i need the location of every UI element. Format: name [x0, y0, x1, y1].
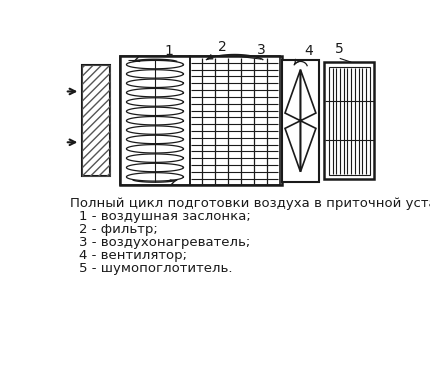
Text: 3: 3: [257, 43, 266, 57]
Text: 5: 5: [335, 42, 344, 56]
Bar: [120, 56, 190, 185]
Text: 4: 4: [304, 44, 313, 58]
Bar: [324, 62, 375, 179]
Text: 2 - фильтр;: 2 - фильтр;: [80, 223, 158, 236]
Text: Полный цикл подготовки воздуха в приточной установке:: Полный цикл подготовки воздуха в приточн…: [70, 197, 430, 210]
Text: 5 - шумопоглотитель.: 5 - шумопоглотитель.: [80, 262, 233, 275]
Bar: [190, 56, 280, 185]
Text: 1: 1: [164, 44, 173, 58]
Text: 4 - вентилятор;: 4 - вентилятор;: [80, 249, 187, 262]
Text: 3 - воздухонагреватель;: 3 - воздухонагреватель;: [80, 236, 251, 249]
Bar: [120, 56, 282, 185]
Bar: [82, 65, 110, 176]
Text: 1 - воздушная заслонка;: 1 - воздушная заслонка;: [80, 210, 251, 223]
Bar: [329, 67, 370, 175]
Text: 2: 2: [218, 40, 227, 54]
Bar: [82, 65, 110, 176]
Bar: [282, 60, 319, 182]
